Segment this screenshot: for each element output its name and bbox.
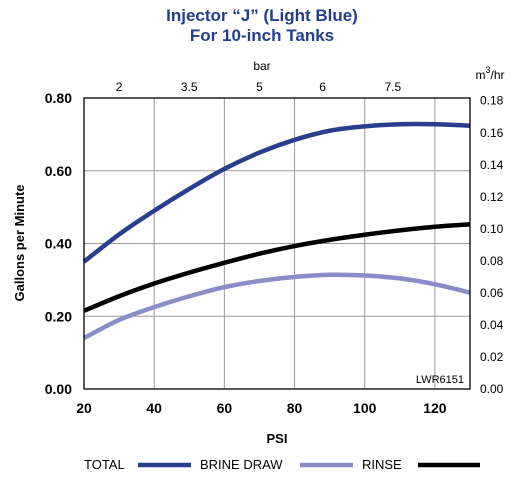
right-tick-label: 0.00 xyxy=(480,382,504,396)
y-axis-title: Gallons per Minute xyxy=(12,184,27,301)
right-tick-label: 0.12 xyxy=(480,190,504,204)
chart-title: Injector “J” (Light Blue) xyxy=(166,6,358,25)
y-tick-label: 0.00 xyxy=(45,381,72,397)
grid-lines xyxy=(83,97,470,390)
x-axis-title: PSI xyxy=(267,431,288,446)
right-axis-title-base: m xyxy=(475,68,485,82)
series-line-total xyxy=(82,121,471,264)
right-tick-label: 0.06 xyxy=(480,286,504,300)
y-tick-label: 0.80 xyxy=(45,90,72,106)
legend-label-brine-draw: BRINE DRAW xyxy=(200,457,283,472)
y-tick-label: 0.60 xyxy=(45,163,72,179)
right-axis-title-sup: 3 xyxy=(485,65,490,75)
x-tick-labels: 20 40 60 80 100 120 xyxy=(76,400,447,416)
right-tick-label: 0.08 xyxy=(480,254,504,268)
x-tick-label: 60 xyxy=(217,400,233,416)
top-tick-label: 6 xyxy=(319,80,326,94)
y-tick-label: 0.20 xyxy=(45,308,72,324)
code-label: LWR6151 xyxy=(416,374,464,386)
right-tick-label: 0.02 xyxy=(480,350,504,364)
right-tick-label: 0.04 xyxy=(480,318,504,332)
top-tick-label: 2 xyxy=(116,80,123,94)
legend: TOTAL BRINE DRAW RINSE xyxy=(84,457,480,472)
top-tick-labels: 2 3.5 5 6 7.5 xyxy=(116,80,402,94)
right-tick-label: 0.16 xyxy=(480,126,504,140)
x-tick-label: 80 xyxy=(287,400,303,416)
series-lines xyxy=(82,121,471,341)
right-tick-label: 0.14 xyxy=(480,158,504,172)
right-axis-title-tail: /hr xyxy=(491,68,505,82)
right-axis-title: m3/hr xyxy=(475,65,504,82)
legend-label-total: TOTAL xyxy=(84,457,125,472)
chart-subtitle: For 10-inch Tanks xyxy=(190,26,334,45)
top-tick-label: 3.5 xyxy=(181,80,198,94)
series-line-rinse xyxy=(83,221,471,313)
series-line-brine-draw xyxy=(82,272,471,341)
top-tick-label: 5 xyxy=(256,80,263,94)
x-tick-label: 20 xyxy=(76,400,92,416)
right-tick-labels: 0.00 0.02 0.04 0.06 0.08 0.10 0.12 0.14 0.16 0.18 xyxy=(480,94,504,396)
right-tick-label: 0.10 xyxy=(480,222,504,236)
plot-frame xyxy=(83,97,471,390)
x-tick-label: 100 xyxy=(353,400,377,416)
legend-label-rinse: RINSE xyxy=(362,457,402,472)
right-tick-label: 0.18 xyxy=(480,94,504,108)
top-axis-title: bar xyxy=(253,59,270,73)
x-tick-label: 120 xyxy=(423,400,447,416)
y-tick-labels: 0.00 0.20 0.40 0.60 0.80 xyxy=(45,90,72,397)
x-tick-label: 40 xyxy=(146,400,162,416)
top-tick-label: 7.5 xyxy=(384,80,401,94)
y-tick-label: 0.40 xyxy=(45,236,72,252)
